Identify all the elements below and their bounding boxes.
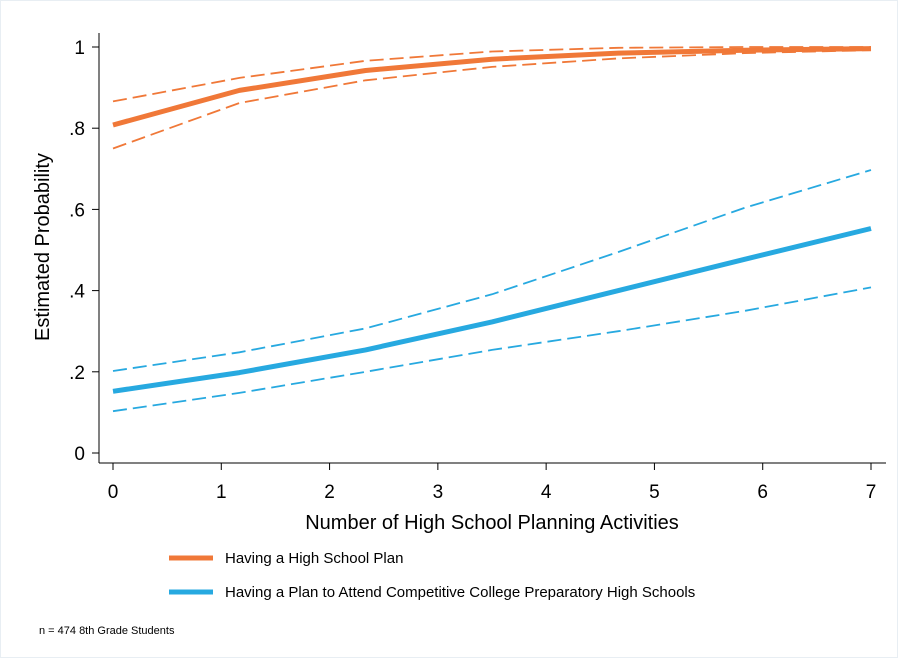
axis-ticks: 0 1 2 3 4 5 6 7 0 .2 .4 .6 .8 1 bbox=[69, 38, 876, 503]
series-2-ci-lower bbox=[112, 286, 872, 413]
y-tick-label: .2 bbox=[69, 363, 85, 384]
x-tick-label: 1 bbox=[216, 482, 227, 503]
axes bbox=[98, 33, 886, 464]
x-tick-label: 2 bbox=[324, 482, 335, 503]
x-tick-label: 4 bbox=[541, 482, 552, 503]
legend: Having a High School Plan Having a Plan t… bbox=[169, 550, 695, 601]
sample-size-note: n = 474 8th Grade Students bbox=[39, 625, 175, 637]
x-tick-label: 0 bbox=[108, 482, 119, 503]
y-tick-label: .4 bbox=[69, 282, 85, 303]
legend-label-2: Having a Plan to Attend Competitive Coll… bbox=[225, 584, 695, 601]
y-tick-label: .6 bbox=[69, 200, 85, 221]
series-1-line bbox=[112, 46, 872, 128]
series-2-ci-upper bbox=[112, 169, 872, 372]
x-tick-label: 3 bbox=[433, 482, 444, 503]
y-tick-label: 0 bbox=[74, 444, 85, 465]
y-axis-title: Estimated Probability bbox=[32, 153, 54, 341]
x-axis-title: Number of High School Planning Activitie… bbox=[305, 512, 679, 534]
series-1-ci-upper bbox=[112, 46, 871, 103]
plot-area bbox=[112, 46, 872, 413]
series-2-line bbox=[112, 226, 872, 394]
x-tick-label: 7 bbox=[866, 482, 877, 503]
x-tick-label: 5 bbox=[649, 482, 660, 503]
series-1-ci-lower bbox=[112, 49, 872, 150]
y-tick-label: .8 bbox=[69, 119, 85, 140]
x-tick-label: 6 bbox=[757, 482, 768, 503]
legend-label-1: Having a High School Plan bbox=[225, 550, 403, 567]
y-tick-label: 1 bbox=[74, 38, 85, 59]
